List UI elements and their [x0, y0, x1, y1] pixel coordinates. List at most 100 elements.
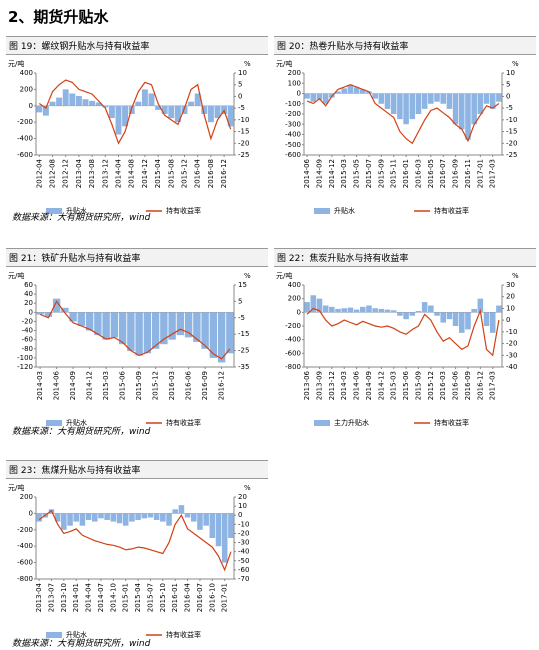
bar	[215, 513, 222, 547]
x-tick-label: 2013-09	[315, 371, 323, 400]
x-tick-label: 2016-12	[220, 159, 228, 188]
bar	[397, 93, 403, 120]
x-tick-label: 2014-12	[328, 159, 336, 188]
bar	[148, 93, 155, 106]
x-tick-label: 2017-01	[476, 159, 484, 188]
bar	[353, 309, 360, 313]
bar	[335, 308, 341, 313]
y-tick-label: -60	[22, 336, 33, 344]
x-tick-label: 2016-07	[196, 583, 204, 612]
y-tick-label: 40	[24, 290, 33, 298]
bar	[316, 298, 323, 313]
line	[306, 307, 500, 357]
y2-tick-label: -20	[238, 139, 249, 147]
y2-tick-label: 5	[238, 297, 242, 305]
bar	[151, 312, 160, 349]
bar	[471, 308, 477, 313]
y2-tick-label: 10	[506, 69, 515, 77]
bar	[390, 310, 397, 313]
x-tick-label: 2015-06	[119, 370, 127, 400]
legend-swatch	[314, 420, 330, 426]
x-tick-label: 2016-09	[464, 371, 472, 400]
bar	[390, 93, 397, 114]
bar	[322, 305, 329, 313]
x-tick-label: 2014-03	[340, 371, 348, 400]
bar	[160, 312, 168, 345]
bar	[36, 513, 42, 522]
y2-tick-label: -10	[506, 116, 517, 124]
bar	[168, 312, 176, 340]
x-tick-label: 2017-03	[489, 371, 497, 400]
bar	[458, 312, 465, 333]
y-tick-label: 0	[297, 90, 301, 98]
bar	[141, 513, 148, 519]
bar	[73, 513, 80, 522]
y2-tick-label: -15	[238, 330, 249, 338]
x-tick-label: 2013-04	[35, 582, 43, 612]
bar	[122, 105, 129, 127]
y2-axis-label: %	[244, 272, 251, 280]
bar	[477, 93, 484, 114]
bar	[184, 513, 191, 518]
x-tick-label: 2016-12	[218, 371, 226, 400]
bar	[384, 309, 391, 313]
bar	[44, 312, 53, 317]
legend-swatch	[314, 208, 330, 214]
x-tick-label: 2015-11	[390, 159, 398, 188]
y-tick-label: -200	[285, 322, 301, 330]
bar	[61, 307, 69, 313]
bar	[207, 105, 214, 123]
x-tick-label: 2016-01	[171, 583, 179, 612]
y-tick-label: -100	[17, 354, 33, 362]
y-tick-label: -100	[285, 100, 301, 108]
y2-tick-label: -30	[238, 539, 249, 547]
x-tick-label: 2013-07	[47, 583, 55, 612]
bar	[61, 513, 67, 530]
x-tick-label: 2017-01	[221, 583, 229, 612]
x-tick-label: 2015-12	[181, 159, 189, 188]
legend-label: 持有收益率	[434, 418, 469, 427]
bar	[304, 93, 310, 99]
bar	[104, 513, 110, 520]
bar	[452, 312, 459, 326]
x-tick-label: 2014-09	[365, 371, 373, 400]
bar	[118, 312, 127, 345]
chart: 元/吨 %2000-200-400-600-80020100-10-20-30-4…	[8, 483, 251, 639]
x-tick-label: 2016-04	[184, 582, 192, 612]
bar	[421, 302, 428, 313]
bar	[366, 305, 372, 313]
bar	[75, 95, 82, 106]
bar	[421, 93, 428, 109]
y2-tick-label: -60	[238, 566, 249, 574]
figure: 图 23：焦煤升贴水与持有收益率 元/吨% 200 0 -200 -400 -600 -800…	[6, 460, 268, 644]
bar	[135, 312, 143, 356]
x-tick-label: 2014-10	[109, 583, 117, 612]
bar	[188, 101, 195, 106]
bar	[176, 312, 185, 336]
x-tick-label: 2014-06	[303, 158, 311, 188]
y-tick-label: -500	[285, 141, 301, 149]
bar	[214, 105, 221, 119]
x-tick-label: 2014-09	[315, 159, 323, 188]
y-tick-label: -300	[285, 120, 301, 128]
y-axis-label: 元/吨	[8, 483, 24, 492]
legend-swatch	[46, 632, 62, 638]
bar	[226, 312, 234, 354]
x-tick-label: 2016-03	[414, 159, 422, 188]
bar	[341, 88, 348, 94]
bar	[147, 513, 154, 518]
x-tick-label: 2016-06	[185, 370, 193, 400]
bar	[168, 105, 175, 119]
figure-caption: 图 23：焦煤升贴水与持有收益率	[6, 460, 268, 479]
bar	[69, 312, 77, 322]
x-tick-label: 2015-09	[414, 371, 422, 400]
bar	[434, 312, 440, 316]
x-tick-label: 2015-05	[353, 159, 361, 188]
x-tick-label: 2013-10	[60, 583, 68, 612]
y2-tick-label: 0	[238, 511, 242, 519]
x-tick-label: 2016-03	[168, 371, 176, 400]
bar	[397, 312, 403, 316]
y-tick-label: -400	[285, 336, 301, 344]
y2-tick-label: -20	[506, 139, 517, 147]
